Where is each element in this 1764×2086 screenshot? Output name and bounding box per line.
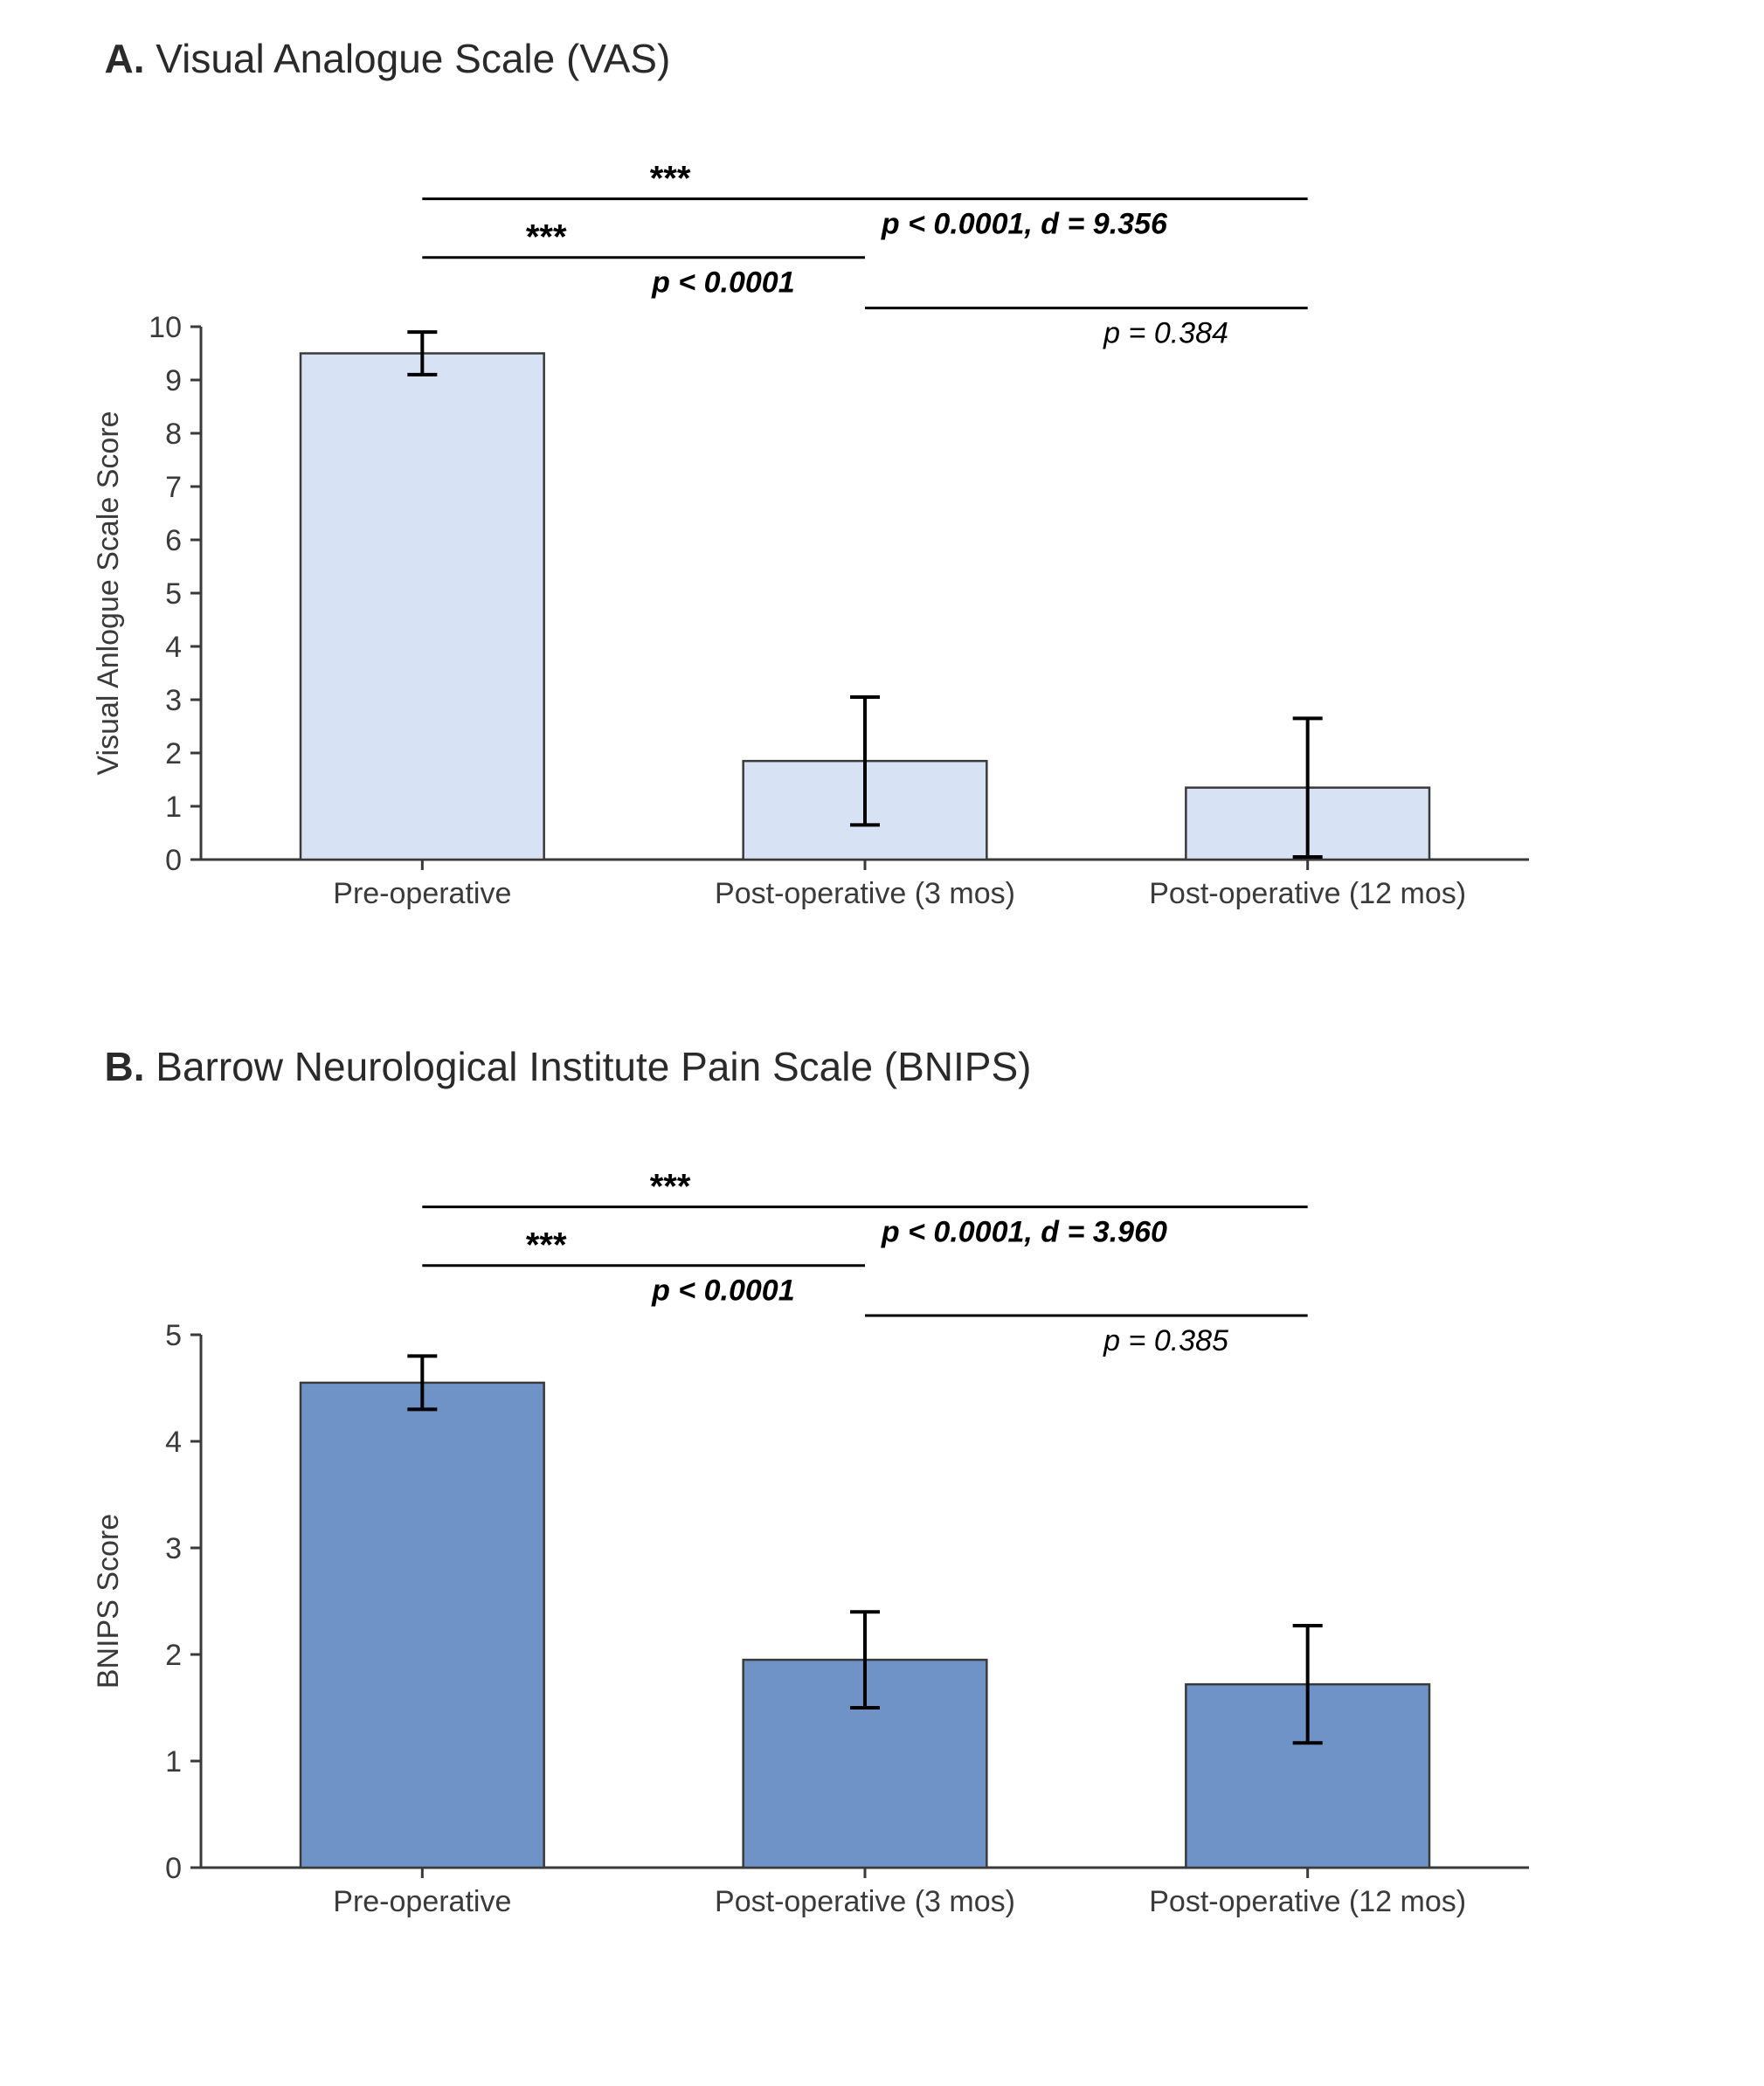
y-tick-label: 9 — [165, 364, 182, 397]
y-tick-label: 3 — [165, 1532, 182, 1565]
bar — [301, 354, 544, 860]
panel-a-chart: 0 1 2 3 4 5 6 7 8 9 10 Visual Anlogue Scale Score Pr… — [44, 100, 1599, 938]
bar — [301, 1383, 544, 1868]
sig-label: p < 0.0001, d = 9.356 — [880, 208, 1167, 241]
panel-b-name: Barrow Neurological Institute Pain Scale… — [156, 1044, 1031, 1089]
y-tick-label: 2 — [165, 737, 182, 770]
y-tick-label: 4 — [165, 1426, 182, 1459]
sig-label: p < 0.0001, d = 3.960 — [880, 1216, 1166, 1249]
panel-b-letter: B. — [105, 1044, 145, 1089]
x-tick-label: Post-operative (3 mos) — [715, 1885, 1015, 1918]
sig-label: p = 0.384 — [1103, 317, 1228, 350]
panel-a-title: A. Visual Analogue Scale (VAS) — [44, 35, 1721, 82]
y-tick-label: 0 — [165, 844, 182, 877]
y-tick-label: 5 — [165, 577, 182, 611]
y-tick-label: 4 — [165, 631, 182, 664]
figure-container: A. Visual Analogue Scale (VAS) 0 1 2 3 4 5 6 7 8… — [44, 35, 1721, 1946]
y-tick-label: 10 — [149, 311, 182, 344]
sig-label: p < 0.0001 — [651, 1274, 795, 1308]
y-tick-label: 0 — [165, 1852, 182, 1885]
y-tick-label: 1 — [165, 791, 182, 824]
y-tick-label: 7 — [165, 471, 182, 504]
y-tick-label: 2 — [165, 1639, 182, 1672]
panel-b-title: B. Barrow Neurological Institute Pain Sc… — [44, 1043, 1721, 1090]
panel-a-name: Visual Analogue Scale (VAS) — [156, 36, 670, 81]
panel-a-letter: A. — [105, 36, 145, 81]
y-axis-label: BNIPS Score — [92, 1514, 125, 1689]
y-tick-label: 8 — [165, 418, 182, 451]
panel-a: A. Visual Analogue Scale (VAS) 0 1 2 3 4 5 6 7 8… — [44, 35, 1721, 938]
x-tick-label: Post-operative (12 mos) — [1149, 1885, 1466, 1918]
sig-stars: *** — [649, 1168, 690, 1206]
x-tick-label: Pre-operative — [333, 877, 511, 910]
panel-b: B. Barrow Neurological Institute Pain Sc… — [44, 1043, 1721, 1946]
y-tick-label: 3 — [165, 684, 182, 717]
y-tick-label: 5 — [165, 1319, 182, 1352]
sig-label: p = 0.385 — [1103, 1324, 1228, 1357]
sig-label: p < 0.0001 — [651, 266, 795, 300]
x-tick-label: Post-operative (12 mos) — [1149, 877, 1466, 910]
sig-stars: *** — [649, 160, 690, 198]
x-tick-label: Pre-operative — [333, 1885, 511, 1918]
y-tick-label: 1 — [165, 1745, 182, 1779]
y-tick-label: 6 — [165, 524, 182, 557]
sig-stars: *** — [525, 1226, 566, 1265]
sig-stars: *** — [525, 218, 566, 257]
panel-b-chart: 0 1 2 3 4 5 BNIPS Score Pre-operative Post-opera… — [44, 1108, 1599, 1946]
x-tick-label: Post-operative (3 mos) — [715, 877, 1015, 910]
y-axis-label: Visual Anlogue Scale Score — [92, 411, 125, 775]
